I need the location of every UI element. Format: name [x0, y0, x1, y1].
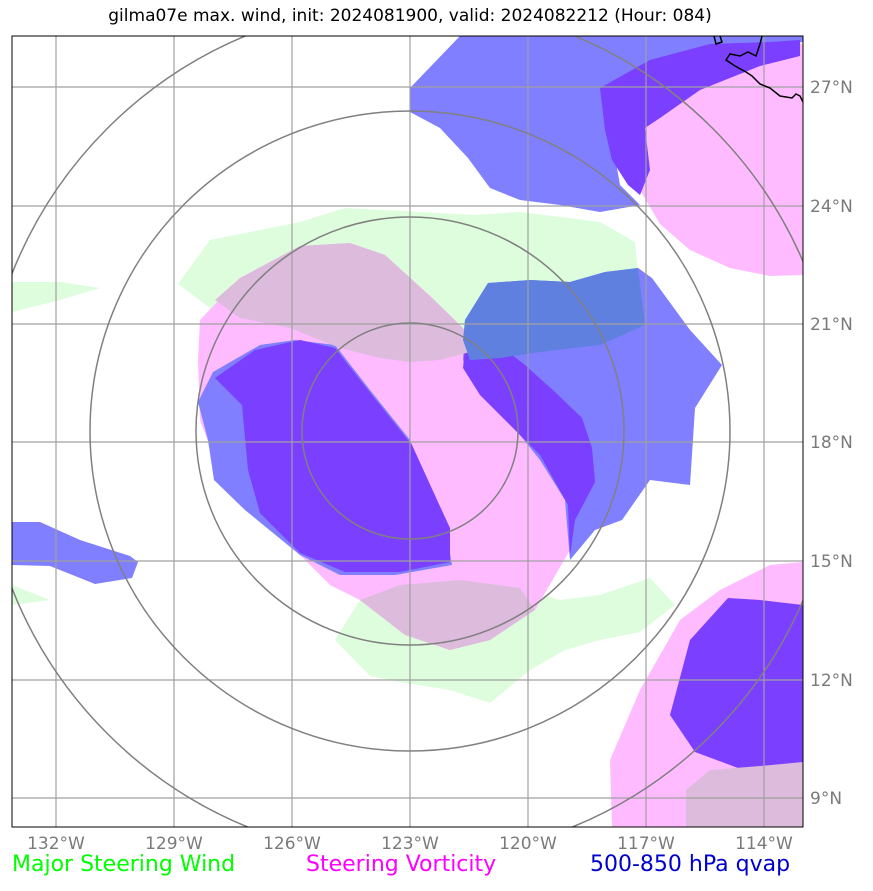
legend-qvap: 500-850 hPa qvap — [590, 852, 791, 877]
lat-tick-label: 27°N — [810, 78, 853, 98]
map-title: gilma07e max. wind, init: 2024081900, va… — [108, 6, 712, 26]
lat-tick-label: 18°N — [810, 433, 853, 453]
plot-frame — [11, 35, 804, 828]
legend-steering-wind: Major Steering Wind — [12, 852, 236, 877]
wind-region-west-lower — [12, 585, 50, 605]
overlap-region-south — [360, 580, 535, 650]
overlap-region-central — [215, 243, 470, 362]
lon-tick-label: 129°W — [145, 834, 203, 854]
qvap-overlap-east — [463, 268, 645, 360]
overlap-regions — [215, 243, 803, 827]
qvap-strong-southeast — [670, 598, 803, 788]
qvap-strong-central — [215, 340, 450, 572]
lat-tick-labels: 27°N 24°N 21°N 18°N 15°N 12°N 9°N — [810, 78, 853, 809]
qvap-strong-east — [463, 338, 595, 556]
range-rings — [12, 36, 803, 827]
range-ring-2 — [195, 216, 625, 646]
lat-tick-label: 15°N — [810, 552, 853, 572]
lat-tick-label: 9°N — [810, 789, 842, 809]
range-ring-1 — [301, 322, 519, 540]
qvap-region-west — [12, 522, 138, 584]
lat-tick-label: 24°N — [810, 197, 853, 217]
lon-tick-labels: 132°W 129°W 126°W 123°W 120°W 117°W 114°… — [27, 834, 793, 854]
coastline — [724, 36, 803, 103]
lon-tick-label: 114°W — [735, 834, 793, 854]
lon-tick-label: 126°W — [263, 834, 321, 854]
lat-tick-label: 21°N — [810, 315, 853, 335]
overlap-region-southeast — [686, 762, 803, 827]
lon-tick-label: 120°W — [499, 834, 557, 854]
qvap-strong-regions — [215, 40, 803, 788]
coastline-north — [713, 36, 723, 45]
qvap-strong-northeast — [600, 40, 800, 195]
lon-tick-label: 117°W — [617, 834, 675, 854]
range-ring-3 — [89, 110, 731, 752]
lon-tick-label: 123°W — [381, 834, 439, 854]
lon-tick-label: 132°W — [27, 834, 85, 854]
legend-steering-vorticity: Steering Vorticity — [306, 852, 497, 877]
lat-tick-label: 12°N — [810, 671, 853, 691]
graticule — [12, 36, 803, 827]
